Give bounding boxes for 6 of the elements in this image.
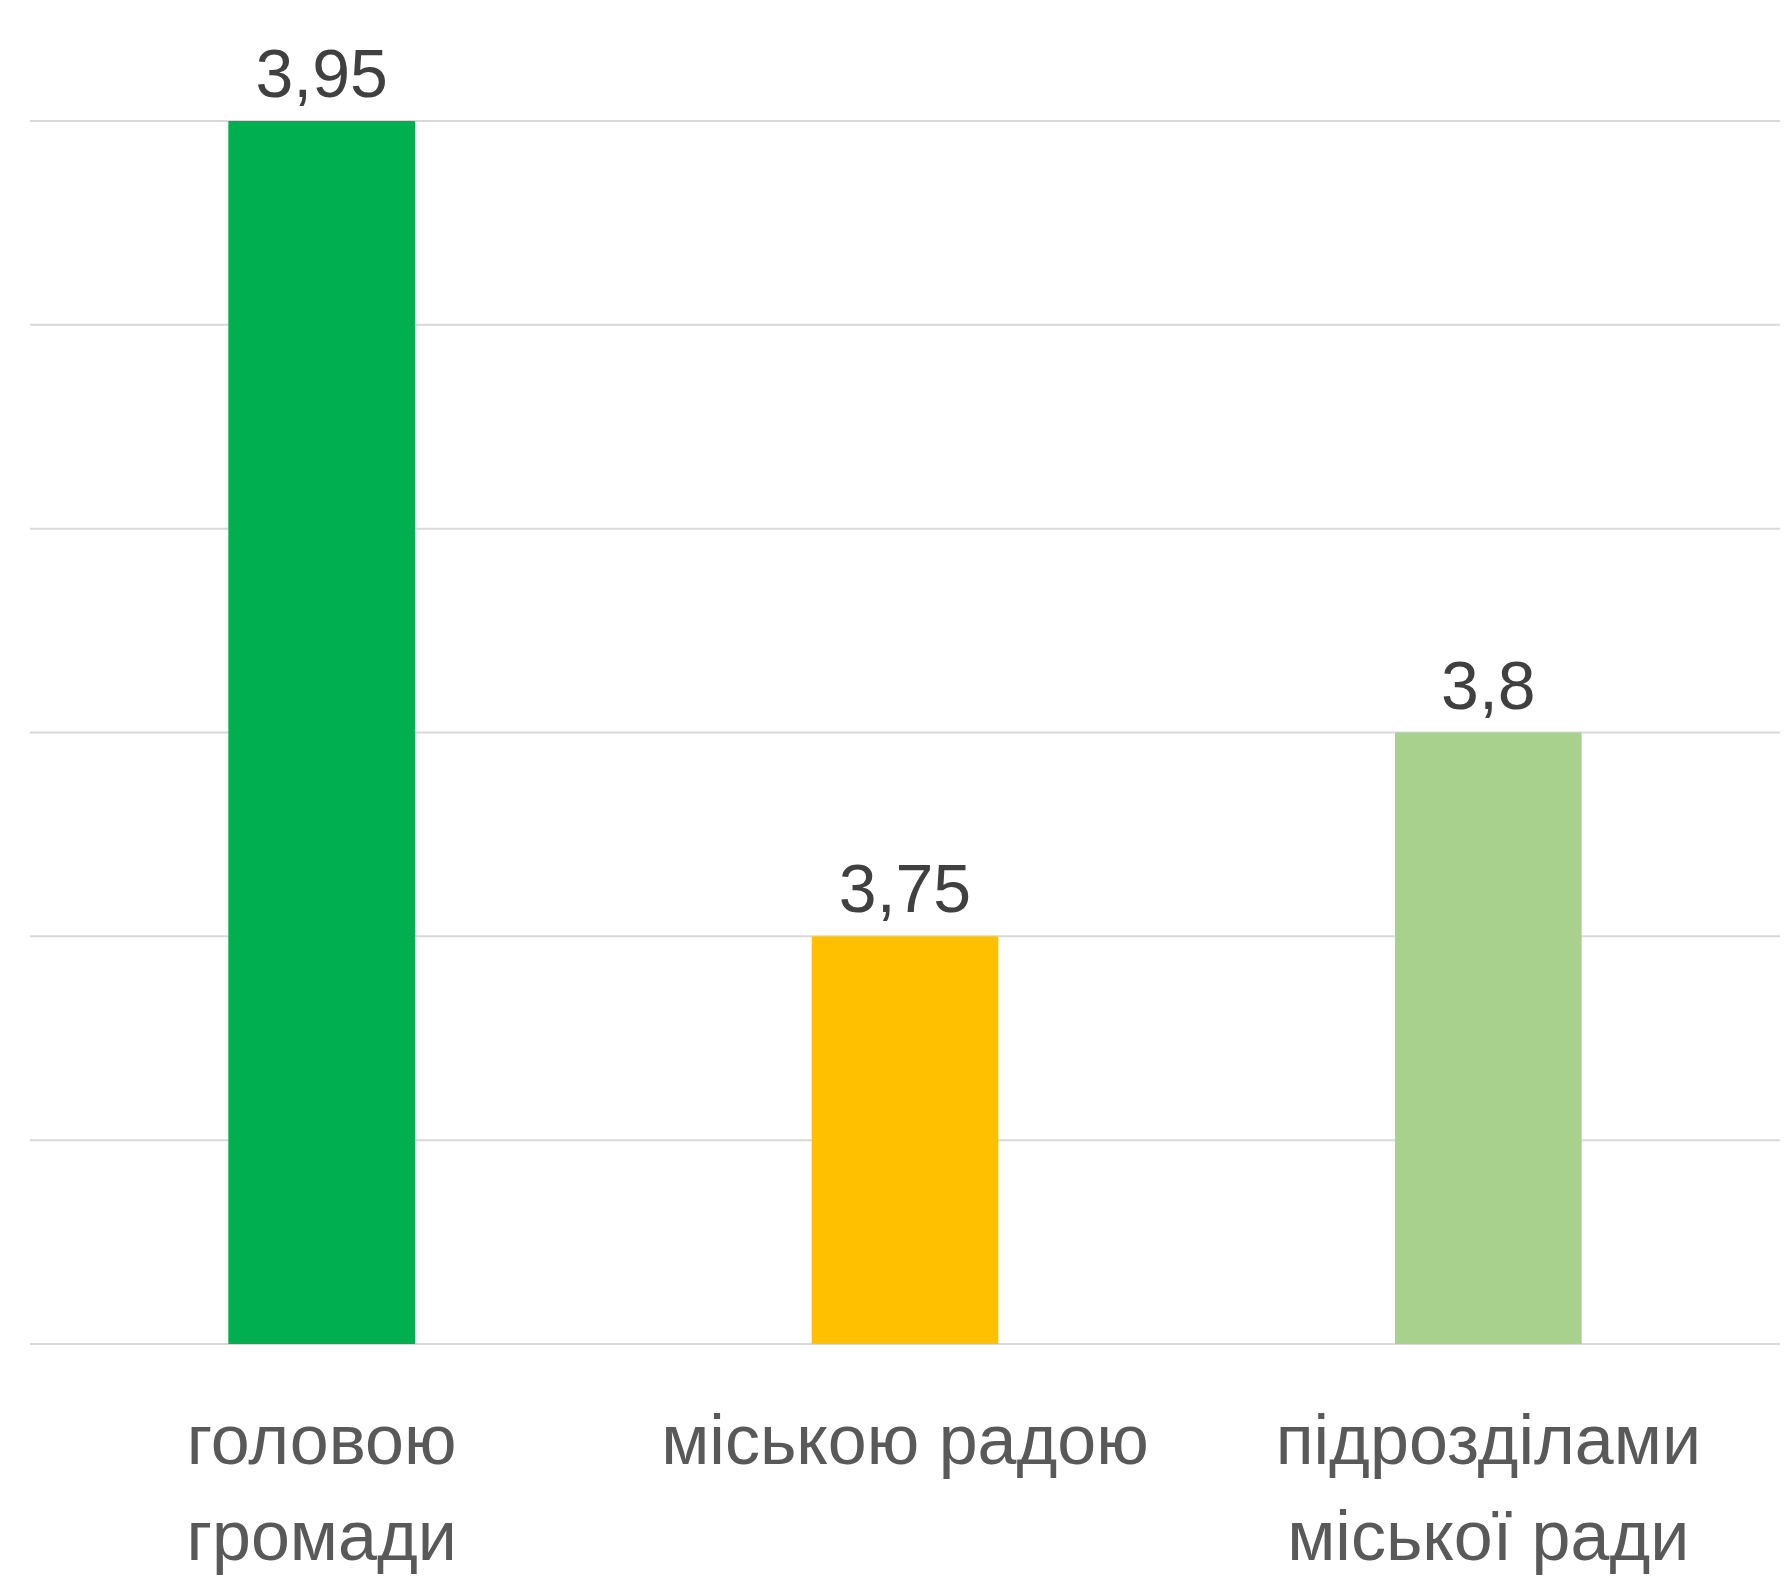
- data-label: 3,75: [838, 850, 972, 927]
- x-tick-label: підрозділами міської ради: [1275, 1401, 1702, 1575]
- data-label: 3,8: [1441, 646, 1536, 723]
- data-label: 3,95: [255, 35, 388, 111]
- x-tick-label: міською радою: [661, 1401, 1149, 1479]
- x-tick-label: головою громади: [186, 1401, 457, 1575]
